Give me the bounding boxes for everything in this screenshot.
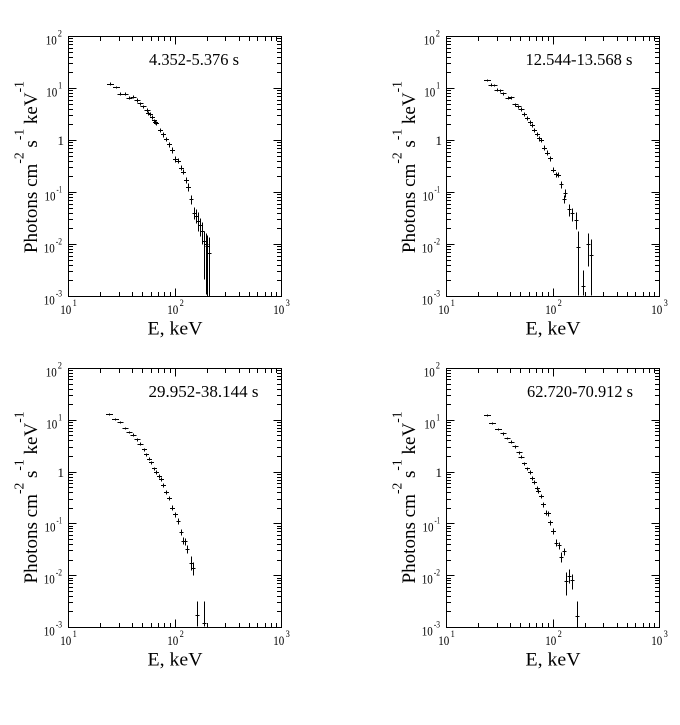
svg-text:E, keV: E, keV [148,650,203,671]
svg-text:2: 2 [180,299,184,309]
svg-text:2: 2 [58,30,62,40]
svg-text:10: 10 [651,302,662,317]
svg-text:3: 3 [286,630,290,640]
svg-text:10: 10 [46,85,57,100]
svg-text:10: 10 [424,33,435,48]
svg-text:10: 10 [545,302,556,317]
svg-text:10: 10 [423,520,434,535]
svg-text:1: 1 [58,414,62,424]
svg-text:1: 1 [436,414,440,424]
svg-text:-3: -3 [56,290,62,300]
svg-text:-2: -2 [56,238,62,248]
svg-text:4.352-5.376 s: 4.352-5.376 s [149,50,239,69]
svg-text:2: 2 [58,362,62,372]
svg-text:1: 1 [436,465,443,480]
svg-text:10: 10 [424,417,435,432]
svg-text:10: 10 [422,572,433,587]
svg-text:10: 10 [60,302,71,317]
svg-text:10: 10 [424,365,435,380]
svg-text:-2: -2 [56,569,62,579]
svg-text:29.952-38.144 s: 29.952-38.144 s [149,382,259,401]
svg-text:10: 10 [44,624,55,639]
svg-text:10: 10 [424,85,435,100]
svg-text:1: 1 [451,630,455,640]
svg-text:2: 2 [436,362,440,372]
svg-text:Photons cm-2 s-1 keV-1: Photons cm-2 s-1 keV-1 [390,412,421,584]
svg-text:1: 1 [58,82,62,92]
svg-text:-2: -2 [434,569,440,579]
svg-text:E, keV: E, keV [526,650,581,671]
svg-text:2: 2 [558,299,562,309]
svg-text:-1: -1 [435,186,441,196]
svg-text:10: 10 [545,633,556,648]
svg-text:-3: -3 [434,621,440,631]
svg-text:-2: -2 [434,238,440,248]
svg-text:10: 10 [60,633,71,648]
svg-text:10: 10 [273,633,284,648]
svg-text:3: 3 [664,630,668,640]
svg-text:Photons cm-2 s-1 keV-1: Photons cm-2 s-1 keV-1 [12,81,43,253]
svg-text:10: 10 [422,624,433,639]
svg-text:Photons cm-2 s-1 keV-1: Photons cm-2 s-1 keV-1 [390,81,421,253]
svg-text:10: 10 [438,302,449,317]
svg-text:10: 10 [45,189,56,204]
svg-text:3: 3 [664,299,668,309]
svg-text:10: 10 [46,365,57,380]
svg-text:10: 10 [167,302,178,317]
svg-text:12.544-13.568 s: 12.544-13.568 s [526,50,633,69]
svg-text:-3: -3 [434,290,440,300]
svg-text:10: 10 [423,189,434,204]
svg-text:Photons cm-2 s-1 keV-1: Photons cm-2 s-1 keV-1 [12,412,43,584]
svg-text:-1: -1 [435,517,441,527]
svg-text:10: 10 [44,241,55,256]
svg-text:E, keV: E, keV [526,319,581,340]
svg-text:10: 10 [438,633,449,648]
svg-text:1: 1 [451,299,455,309]
svg-text:10: 10 [422,293,433,308]
svg-text:1: 1 [436,82,440,92]
svg-text:3: 3 [286,299,290,309]
svg-text:10: 10 [167,633,178,648]
svg-text:1: 1 [58,133,65,148]
svg-text:2: 2 [558,630,562,640]
svg-text:2: 2 [180,630,184,640]
svg-text:10: 10 [422,241,433,256]
svg-text:1: 1 [58,465,65,480]
svg-text:-1: -1 [57,517,63,527]
svg-text:1: 1 [436,133,443,148]
svg-text:1: 1 [73,630,77,640]
svg-text:1: 1 [73,299,77,309]
svg-text:2: 2 [436,30,440,40]
svg-text:E, keV: E, keV [148,319,203,340]
svg-text:10: 10 [46,33,57,48]
svg-text:10: 10 [46,417,57,432]
svg-text:10: 10 [273,302,284,317]
svg-text:-1: -1 [57,186,63,196]
svg-text:-3: -3 [56,621,62,631]
svg-text:10: 10 [45,520,56,535]
svg-text:62.720-70.912 s: 62.720-70.912 s [527,382,633,401]
svg-text:10: 10 [651,633,662,648]
svg-text:10: 10 [44,572,55,587]
svg-text:10: 10 [44,293,55,308]
